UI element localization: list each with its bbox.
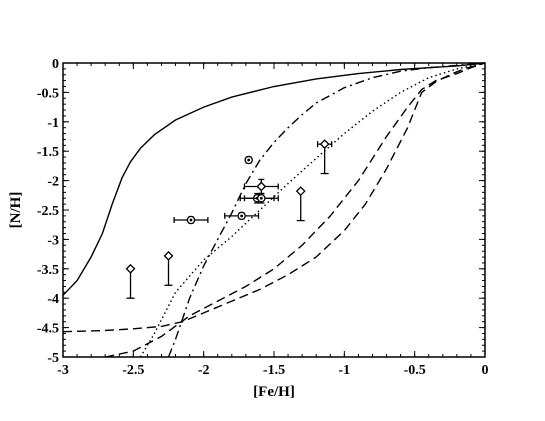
diamond-marker <box>295 186 306 197</box>
diamond-marker <box>319 139 330 150</box>
series-line-solid-1 <box>62 62 486 296</box>
circle-marker-dot <box>189 218 193 222</box>
series-line-dashed-4 <box>105 62 486 358</box>
x-tick-label: -3 <box>57 363 69 378</box>
data-point-10 <box>316 139 333 175</box>
data-point-1 <box>125 263 136 299</box>
x-tick-label: 0 <box>482 363 489 378</box>
data-point-2 <box>163 250 174 286</box>
data-point-6 <box>243 178 279 195</box>
y-tick-label: -2 <box>47 175 59 190</box>
diamond-marker <box>125 263 136 274</box>
diamond-marker <box>256 181 267 192</box>
y-tick-label: -1.5 <box>37 145 59 160</box>
y-tick-label: -3.5 <box>37 263 59 278</box>
plot-frame <box>62 62 486 358</box>
data-points <box>125 139 333 299</box>
y-tick-label: -4 <box>47 292 59 307</box>
data-point-4 <box>224 211 260 221</box>
y-tick-label: -3 <box>47 233 59 248</box>
data-point-5 <box>244 155 253 165</box>
y-tick-label: -0.5 <box>37 86 59 101</box>
series-line-dashdot-2 <box>167 62 486 358</box>
x-tick-label: -0.5 <box>404 363 426 378</box>
y-tick-label: 0 <box>52 57 59 72</box>
series-lines <box>62 62 486 358</box>
y-tick-label: -1 <box>47 116 59 131</box>
y-tick-label: -2.5 <box>37 204 59 219</box>
axis-ticks: -3 -2.5 -2 -1.5 -1 -0.5 0 0 -0.5 -1 -1.5 -2 -2.5 -3 -3… <box>37 57 489 378</box>
data-point-8 <box>243 192 279 204</box>
x-tick-label: -2 <box>198 363 210 378</box>
circle-marker-dot <box>259 196 263 200</box>
circle-marker-dot <box>240 214 244 218</box>
series-line-dashed-5 <box>62 62 486 333</box>
x-tick-label: -1.5 <box>263 363 285 378</box>
x-tick-label: -2.5 <box>122 363 144 378</box>
x-axis-label: [Fe/H] <box>253 384 295 400</box>
data-point-9 <box>295 186 306 222</box>
y-tick-label: -5 <box>47 351 59 366</box>
circle-marker-dot <box>247 158 251 162</box>
x-tick-label: -1 <box>338 363 350 378</box>
series-line-dotted-3 <box>139 62 486 358</box>
data-point-3 <box>173 215 209 225</box>
diamond-marker <box>163 250 174 261</box>
y-axis-label: [N/H] <box>8 192 24 229</box>
y-tick-label: -4.5 <box>37 322 59 337</box>
